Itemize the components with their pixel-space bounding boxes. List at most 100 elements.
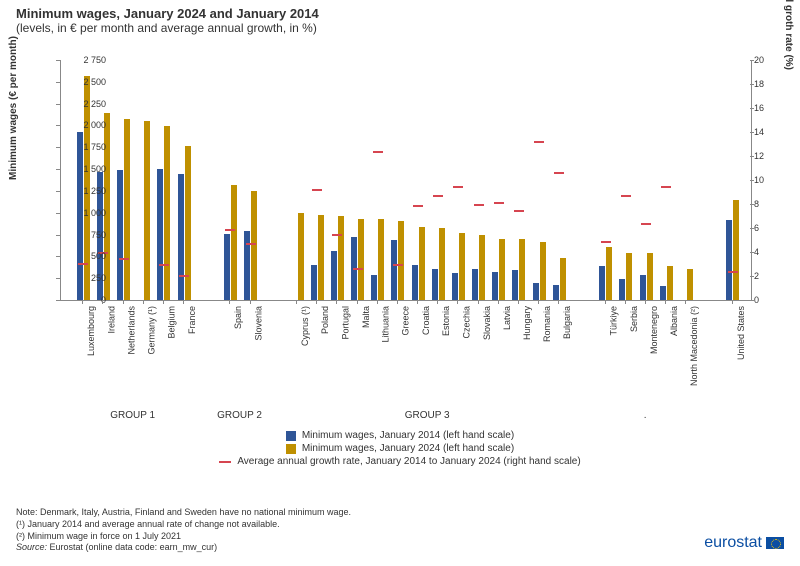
x-tick-label: Latvia [502, 306, 512, 330]
x-tick-label: Germany (¹) [147, 306, 157, 355]
growth-marker [413, 205, 423, 207]
y-right-axis-label: Average annual groth rate (%) [783, 0, 794, 70]
eu-flag-icon [766, 537, 784, 549]
x-tick-label: Belgium [167, 306, 177, 339]
chart-subtitle: (levels, in € per month and average annu… [16, 21, 319, 35]
x-tick-label: Türkiye [609, 306, 619, 336]
growth-marker [312, 189, 322, 191]
x-tick-label: Slovenia [254, 306, 264, 341]
x-tick-label: Serbia [629, 306, 639, 332]
y-right-tick: 8 [754, 199, 784, 209]
bar-2024 [231, 185, 237, 300]
y-right-tick: 4 [754, 247, 784, 257]
growth-marker [474, 204, 484, 206]
y-left-tick: 250 [66, 273, 106, 283]
note-3: (²) Minimum wage in force on 1 July 2021 [16, 531, 351, 543]
bar-2014 [452, 273, 458, 300]
x-tick-label: Malta [361, 306, 371, 328]
note-1: Note: Denmark, Italy, Austria, Finland a… [16, 507, 351, 519]
bar-2024 [164, 126, 170, 300]
legend-item-2024: Minimum wages, January 2024 (left hand s… [0, 443, 800, 454]
title-block: Minimum wages, January 2024 and January … [16, 6, 319, 35]
growth-marker [534, 141, 544, 143]
bar-2024 [647, 253, 653, 300]
growth-marker [433, 195, 443, 197]
eurostat-logo: eurostat [704, 534, 784, 552]
bar-2014 [412, 265, 418, 300]
x-tick-label: Slovakia [482, 306, 492, 340]
growth-marker [159, 264, 169, 266]
bar-2024 [104, 113, 110, 300]
bar-2024 [479, 235, 485, 300]
legend-label-2014: Minimum wages, January 2014 (left hand s… [302, 430, 514, 441]
bar-2024 [439, 228, 445, 300]
bar-2024 [459, 233, 465, 300]
bar-2014 [157, 169, 163, 300]
bar-2014 [224, 234, 230, 300]
legend-item-2014: Minimum wages, January 2014 (left hand s… [0, 430, 800, 441]
bar-2014 [472, 269, 478, 300]
x-tick-label: Greece [401, 306, 411, 336]
legend-swatch-2014 [286, 431, 296, 441]
growth-marker [332, 234, 342, 236]
bar-2014 [178, 174, 184, 300]
bar-2024 [298, 213, 304, 300]
y-right-tick: 14 [754, 127, 784, 137]
legend-label-growth: Average annual growth rate, January 2014… [237, 456, 580, 467]
bar-2024 [519, 239, 525, 300]
group-label: GROUP 1 [93, 410, 173, 421]
y-right-tick: 20 [754, 55, 784, 65]
x-tick-label: Netherlands [127, 306, 137, 355]
bar-2024 [144, 121, 150, 300]
growth-marker [353, 268, 363, 270]
y-right-tick: 2 [754, 271, 784, 281]
x-tick-label: Albania [669, 306, 679, 336]
bar-2014 [432, 269, 438, 300]
bar-2024 [398, 221, 404, 300]
bar-2014 [331, 251, 337, 300]
chart-title: Minimum wages, January 2024 and January … [16, 6, 319, 21]
x-tick-label: Cyprus (¹) [300, 306, 310, 346]
x-tick-label: North Macedonia (²) [689, 306, 699, 386]
growth-marker [393, 264, 403, 266]
bar-2024 [626, 253, 632, 300]
y-left-tick: 2 250 [66, 99, 106, 109]
growth-marker [728, 271, 738, 273]
legend: Minimum wages, January 2014 (left hand s… [0, 430, 800, 469]
bar-2024 [733, 200, 739, 300]
bar-2014 [512, 270, 518, 300]
growth-marker [601, 241, 611, 243]
group-label: GROUP 2 [200, 410, 280, 421]
x-tick-label: Ireland [106, 306, 116, 334]
x-tick-label: Portugal [340, 306, 350, 340]
y-right-tick: 0 [754, 295, 784, 305]
bar-2014 [533, 283, 539, 300]
group-label: GROUP 3 [387, 410, 467, 421]
bar-2014 [640, 275, 646, 300]
bar-2014 [660, 286, 666, 300]
chart-plot-area [60, 60, 752, 301]
y-left-tick: 2 750 [66, 55, 106, 65]
bar-2024 [338, 216, 344, 300]
y-right-tick: 18 [754, 79, 784, 89]
x-tick-label: Lithuania [381, 306, 391, 343]
y-right-tick: 16 [754, 103, 784, 113]
y-left-tick: 2 000 [66, 120, 106, 130]
bar-2014 [391, 240, 397, 300]
x-tick-label: Poland [320, 306, 330, 334]
bar-2014 [492, 272, 498, 300]
x-tick-label: United States [736, 306, 746, 360]
x-tick-label: Luxembourg [86, 306, 96, 356]
bar-2014 [244, 231, 250, 300]
legend-swatch-2024 [286, 444, 296, 454]
y-left-tick: 0 [66, 295, 106, 305]
growth-marker [661, 186, 671, 188]
legend-marker-growth [219, 461, 231, 463]
y-left-tick: 1 750 [66, 142, 106, 152]
growth-marker [641, 223, 651, 225]
growth-marker [246, 243, 256, 245]
y-left-tick: 2 500 [66, 77, 106, 87]
y-right-tick: 6 [754, 223, 784, 233]
bar-2024 [560, 258, 566, 300]
bar-2024 [687, 269, 693, 300]
